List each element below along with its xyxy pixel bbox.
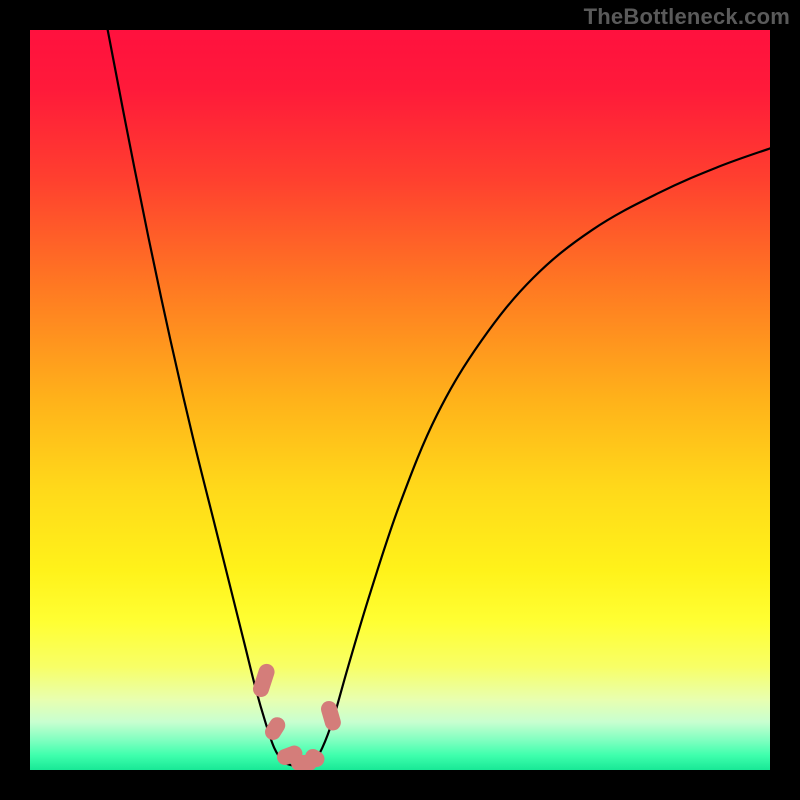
- bottleneck-curve: [108, 30, 770, 766]
- plot-area: [30, 30, 770, 770]
- watermark-text: TheBottleneck.com: [584, 4, 790, 30]
- curve-layer: [30, 30, 770, 770]
- chart-frame: TheBottleneck.com: [0, 0, 800, 800]
